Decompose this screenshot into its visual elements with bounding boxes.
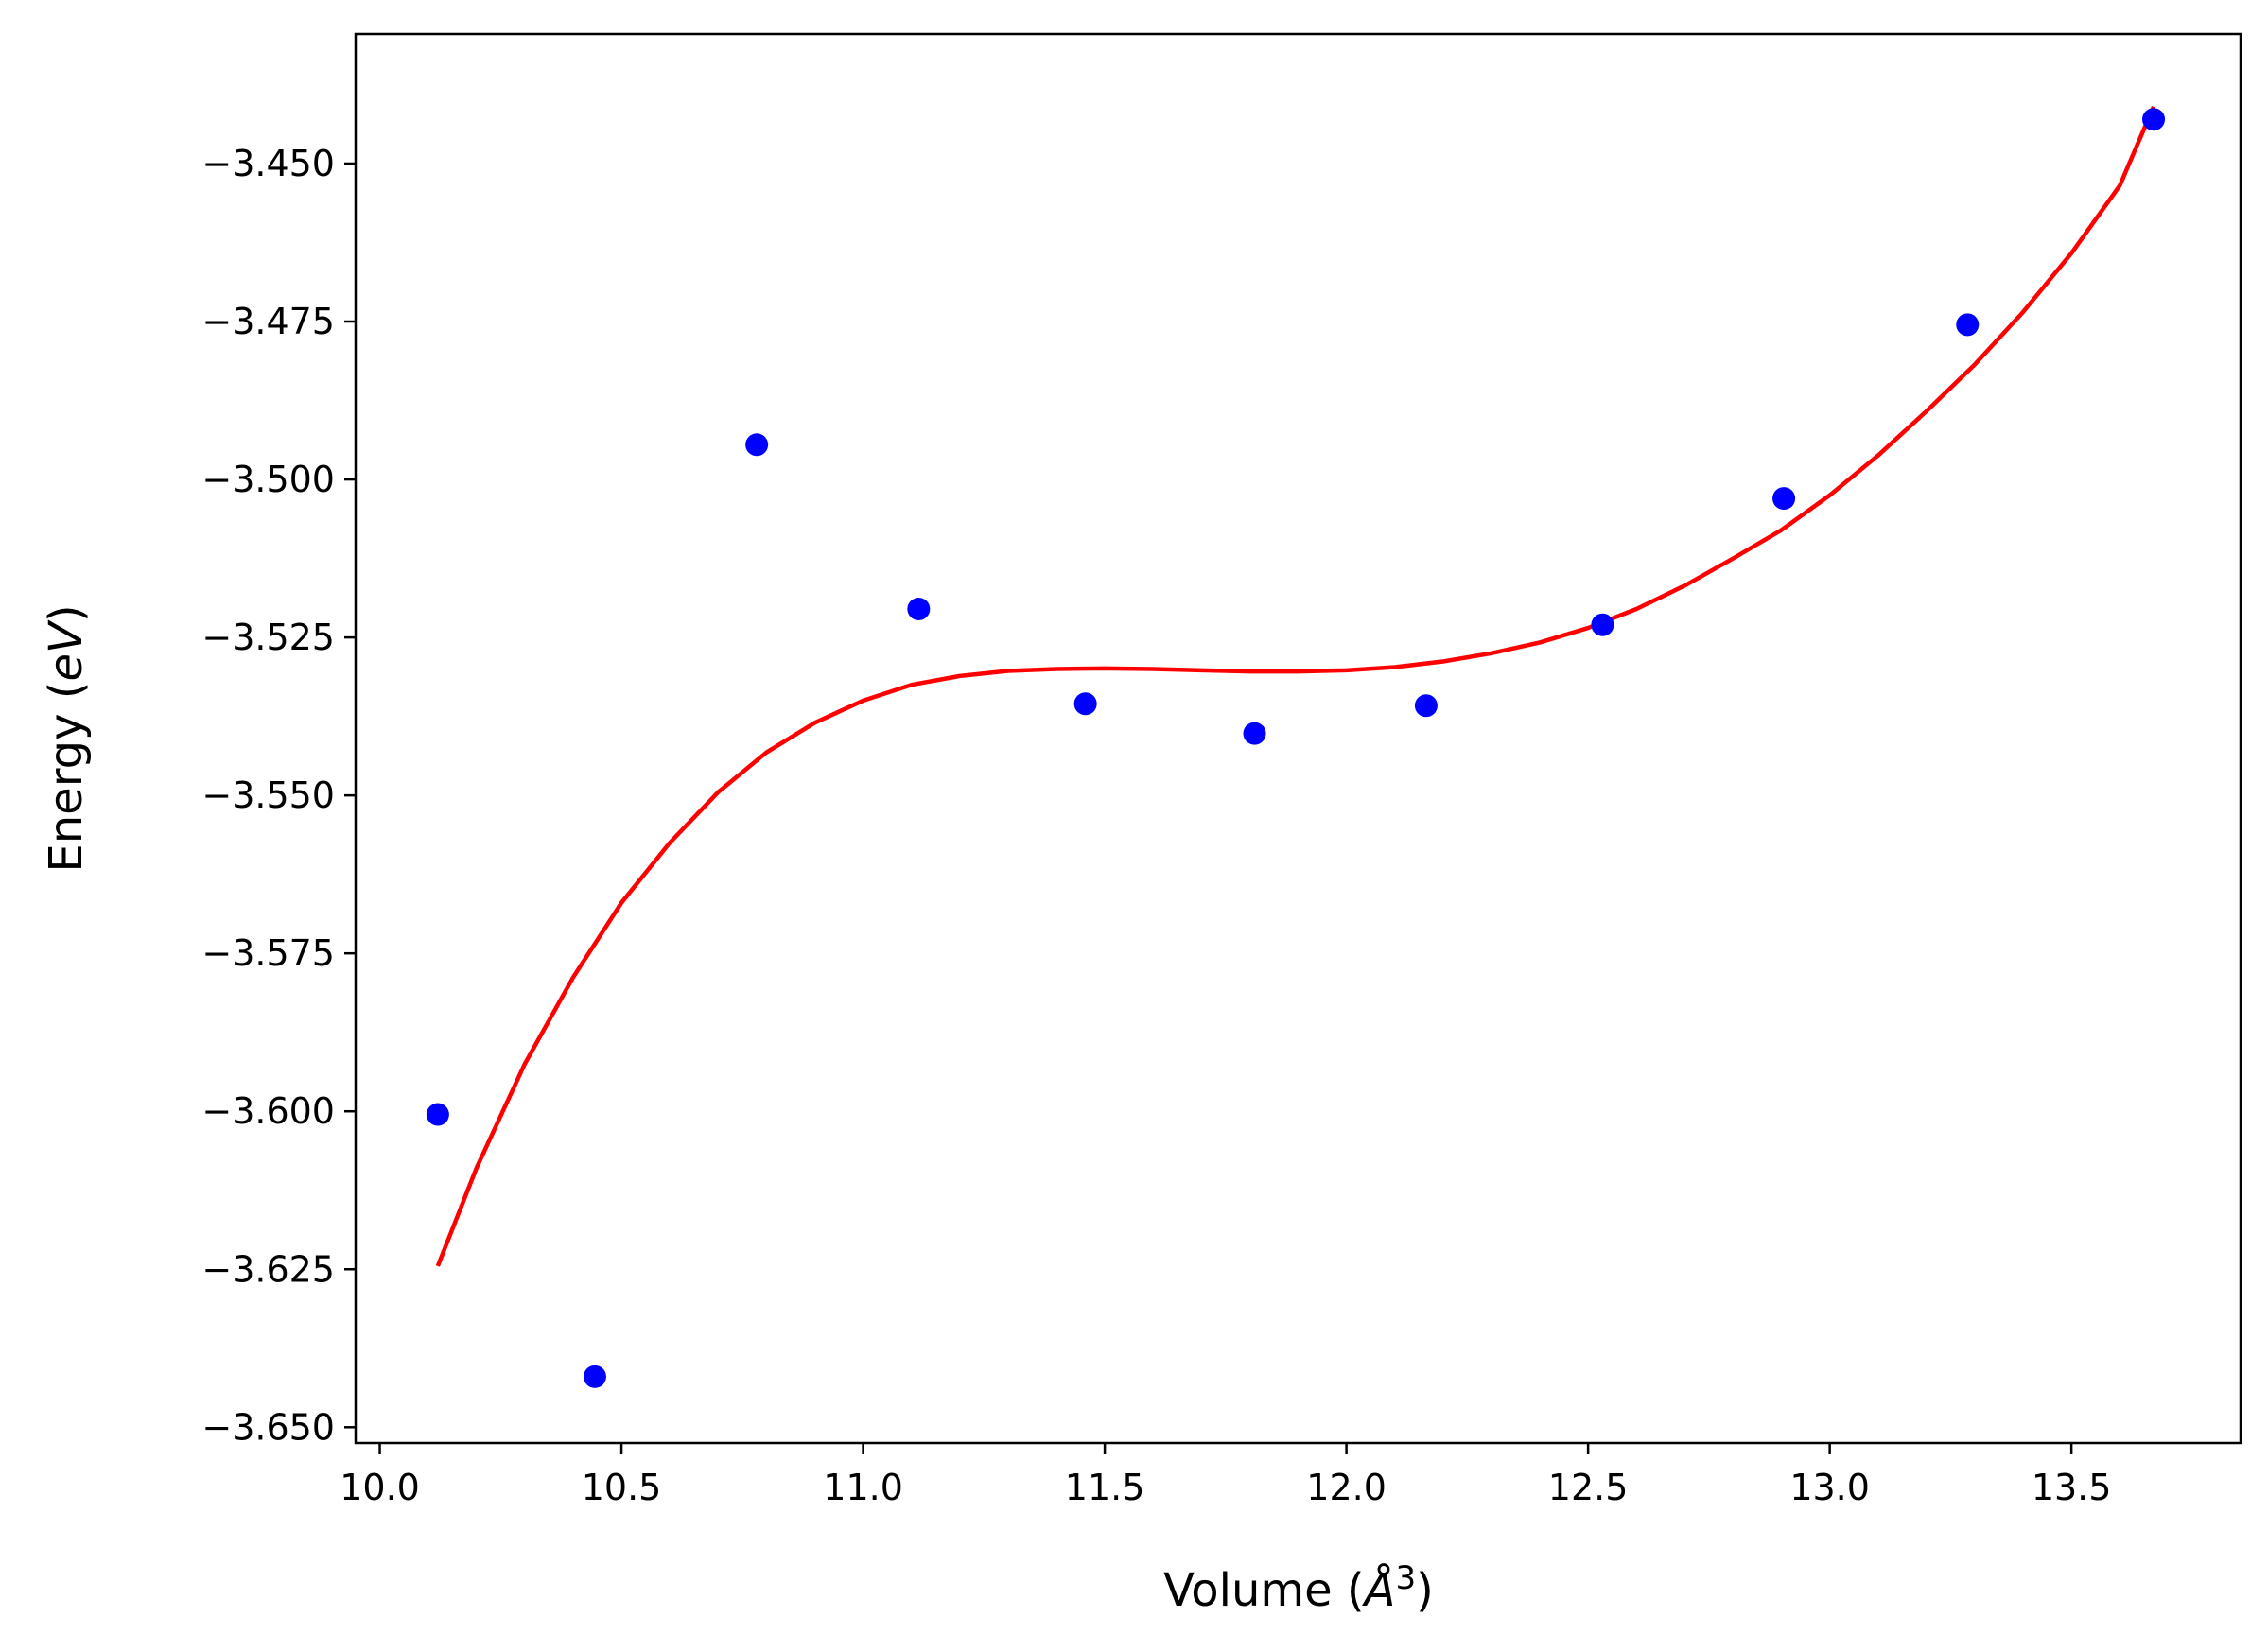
data-point <box>745 433 769 457</box>
y-axis: −3.450 −3.475 −3.500 −3.525 −3.550 −3.575 −3.6… <box>201 143 356 1448</box>
points-layer <box>426 108 2166 1388</box>
x-tick-label: 10.0 <box>340 1467 420 1508</box>
data-point <box>2142 108 2166 131</box>
x-tick-label: 11.0 <box>823 1467 903 1508</box>
x-axis-label: Volume (Å3) <box>1163 1559 1434 1617</box>
data-point <box>1414 694 1438 718</box>
y-tick-label: −3.500 <box>201 459 335 500</box>
y-tick-label: −3.625 <box>201 1248 335 1290</box>
x-tick-label: 10.5 <box>582 1467 662 1508</box>
x-axis-unit-exponent: 3 <box>1395 1559 1416 1597</box>
x-tick-label: 11.5 <box>1065 1467 1145 1508</box>
y-tick-label: −3.575 <box>201 932 335 974</box>
x-tick-label: 12.5 <box>1548 1467 1629 1508</box>
data-point <box>907 598 931 621</box>
data-point <box>583 1365 606 1388</box>
x-axis: 10.0 10.5 11.0 11.5 12.0 12.5 13.0 13.5 <box>340 1443 2111 1508</box>
y-tick-label: −3.550 <box>201 774 335 816</box>
y-tick-label: −3.600 <box>201 1090 335 1132</box>
y-axis-unit: eV <box>40 619 93 682</box>
x-tick-label: 13.5 <box>2032 1467 2112 1508</box>
data-point <box>1956 313 1980 337</box>
y-tick-label: −3.525 <box>201 617 335 658</box>
data-point <box>1073 692 1097 716</box>
y-axis-label: Energy (eV) <box>40 604 93 872</box>
data-point <box>1772 487 1796 511</box>
x-tick-label: 13.0 <box>1789 1467 1870 1508</box>
data-point <box>1243 722 1266 745</box>
x-tick-label: 12.0 <box>1306 1467 1387 1508</box>
fit-layer <box>435 105 2156 1267</box>
plot-frame <box>354 32 2242 1445</box>
y-tick-label: −3.450 <box>201 143 335 184</box>
data-point <box>1591 613 1614 636</box>
data-point <box>426 1103 449 1126</box>
y-tick-label: −3.475 <box>201 301 335 342</box>
x-axis-unit: Å <box>1362 1563 1396 1617</box>
y-tick-label: −3.650 <box>201 1406 335 1448</box>
fit-line <box>435 105 2156 1267</box>
